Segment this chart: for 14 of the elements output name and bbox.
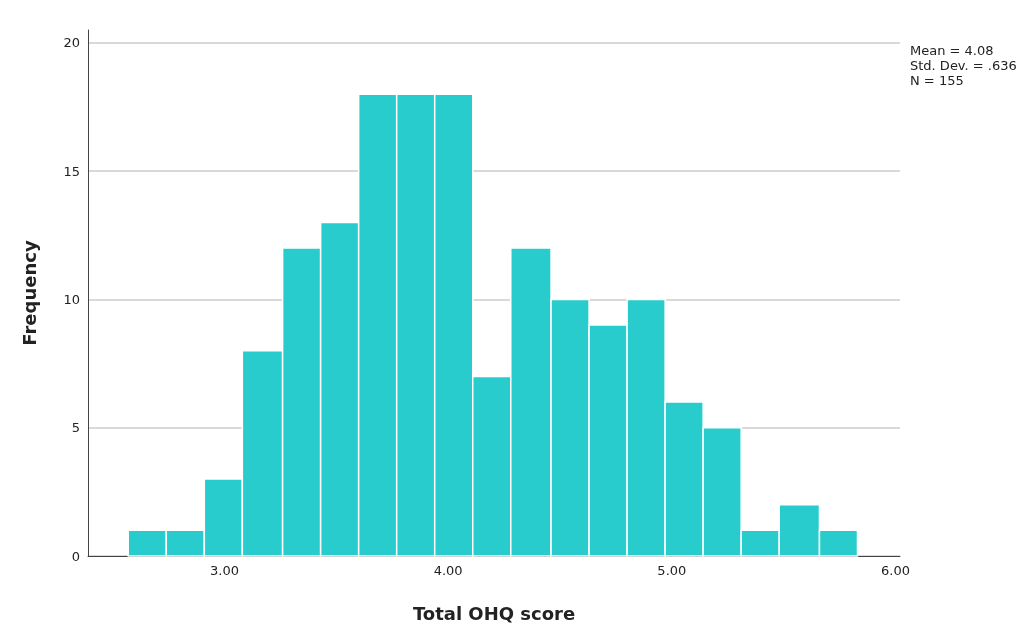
text: N = 155: [910, 73, 964, 88]
x-tick-label: 3.00: [209, 563, 239, 578]
y-axis-title: Frequency: [18, 240, 40, 346]
y-tick-label: 10: [63, 291, 80, 307]
text: Mean = 4.08: [910, 43, 994, 58]
x-tick-label: 5.00: [657, 563, 687, 578]
x-axis-title: Total OHQ score: [412, 602, 576, 624]
x-tick-label: 6.00: [881, 563, 910, 578]
text: Std. Dev. = .636: [910, 58, 1017, 73]
x-tick-label: 4.00: [433, 563, 463, 578]
y-tick-label: 5: [71, 420, 80, 436]
y-tick-label: 0: [71, 548, 80, 564]
y-tick-label: 20: [63, 35, 80, 51]
y-tick-label: 15: [63, 163, 80, 179]
